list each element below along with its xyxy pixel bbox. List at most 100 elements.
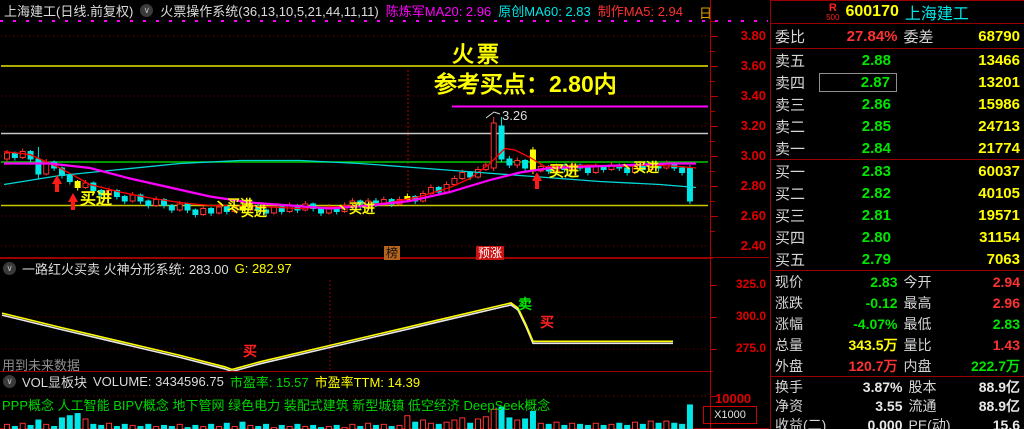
fundamental-divider [771, 376, 1024, 377]
level-price: 2.82 [861, 184, 891, 202]
axis-tick [711, 21, 715, 22]
volume-bars-chart[interactable] [0, 392, 710, 429]
level-volume: 15986 [978, 95, 1020, 113]
vol-label: VOL显板块 [22, 375, 88, 390]
r500-icon: R 500 [826, 1, 840, 22]
stat-row: 涨幅 -4.07% 最低 2.83 [775, 315, 1020, 332]
svg-text:买: 买 [540, 314, 554, 330]
axis-tick [711, 201, 715, 202]
period-button[interactable]: 日 [699, 6, 713, 21]
level-volume: 24713 [978, 117, 1020, 135]
chevron-circle-icon[interactable]: ∨ [3, 375, 16, 388]
quote-stats: 现价 2.83 今开 2.94 涨跌 -0.12 最高 2.96 涨幅 -4.07% 最低 2.83 总… [771, 271, 1024, 376]
bid-row[interactable]: 买一 2.83 60037 [771, 160, 1024, 182]
svg-text:买: 买 [243, 343, 257, 359]
level-label: 买一 [775, 163, 806, 181]
axis-tick-label: 3.20 [740, 118, 766, 133]
level-price: 2.87 [819, 72, 897, 92]
level-volume: 19571 [978, 206, 1020, 224]
future-data-note: 用到未来数据 [2, 358, 81, 373]
indicator-title: 一路红火买卖 火神分形系统: 283.00 [22, 262, 229, 277]
pe-value: 市盈率: 15.57 [229, 375, 309, 390]
axis-tick [711, 81, 715, 82]
axis-tick [711, 111, 715, 112]
quote-header[interactable]: R 500 600170 上海建工 [771, 1, 1024, 24]
orderbook-divider [771, 159, 1024, 160]
bid-row[interactable]: 买二 2.82 40105 [771, 182, 1024, 204]
level-label: 卖一 [775, 140, 806, 158]
indicator-panel-header[interactable]: ∨ 一路红火买卖 火神分形系统: 283.00 G: 282.97 [0, 258, 713, 278]
level-price: 2.86 [861, 95, 891, 113]
bid-row[interactable]: 买五 2.79 7063 [771, 248, 1024, 270]
svg-text:3.26: 3.26 [502, 108, 527, 123]
weibi-value: 27.84% [846, 27, 898, 45]
chevron-circle-icon[interactable]: ∨ [3, 262, 16, 275]
level-volume: 60037 [978, 162, 1020, 180]
fractal-indicator-chart[interactable]: 买卖买 [0, 278, 710, 372]
axis-tick [711, 156, 718, 157]
event-marker: 预涨 [476, 246, 505, 260]
axis-tick-label: 3.40 [740, 88, 766, 103]
ma20-value: 陈炼军MA20: 2.96 [385, 3, 492, 19]
ask-row[interactable]: 卖四 2.87 13201 [771, 71, 1024, 93]
chevron-circle-icon[interactable]: ∨ [140, 3, 154, 17]
level-volume: 13201 [978, 73, 1020, 91]
level-label: 卖五 [775, 52, 806, 70]
axis-tick [711, 396, 717, 397]
axis-tick [711, 171, 715, 172]
volume-axis-multiplier: X1000 [703, 406, 757, 424]
price-axis: 10000 X1000 3.80 3.60 3.40 3.20 3.00 2.80 2.60… [703, 0, 770, 429]
bid-row[interactable]: 买三 2.81 19571 [771, 204, 1024, 226]
pe-ttm-value: 市盈率TTM: 14.39 [314, 375, 421, 390]
svg-text:买进: 买进 [80, 190, 112, 208]
svg-text:丶买进: 丶买进 [336, 201, 375, 216]
axis-tick-label: 3.80 [740, 28, 766, 43]
bid-row[interactable]: 买四 2.80 31154 [771, 226, 1024, 248]
level-volume: 31154 [979, 228, 1020, 246]
banner-huopiao: 火票 [452, 42, 503, 67]
fundamental-row: 换手 3.87% 股本 88.9亿 [775, 379, 1020, 395]
ask-row[interactable]: 卖三 2.86 15986 [771, 93, 1024, 115]
level-volume: 21774 [978, 139, 1020, 157]
concept-tags[interactable]: PPP概念 人工智能 BIPV概念 地下管网 绿色电力 装配式建筑 新型城镇 低… [2, 398, 551, 413]
axis-tick [711, 186, 718, 187]
axis-tick-label: 275.0 [735, 341, 766, 355]
axis-tick [711, 317, 717, 318]
stats-divider [771, 270, 1024, 271]
svg-text:丶买进: 丶买进 [214, 197, 253, 212]
level-price: 2.79 [861, 250, 891, 268]
ma60-value: 原创MA60: 2.83 [498, 3, 591, 19]
axis-tick-label: 2.60 [740, 208, 766, 223]
ask-levels: 卖五 2.88 13466 卖四 2.87 13201 卖三 2.86 15986 卖二 2.85 2… [771, 49, 1024, 159]
title-bar: 上海建工(日线.前复权) ∨ 火票操作系统(36,13,10,5,21,44,1… [0, 0, 704, 20]
svg-text:丶买进: 丶买进 [228, 204, 267, 219]
weicha-value: 68790 [978, 27, 1020, 45]
ask-row[interactable]: 卖二 2.85 24713 [771, 115, 1024, 137]
axis-tick [711, 126, 718, 127]
stat-row: 总量 343.5万 量比 1.43 [775, 336, 1020, 353]
axis-tick [711, 141, 715, 142]
level-price: 2.80 [861, 228, 891, 246]
fundamental-row: 收益(二) 0.000 PE(动) 15.6 [775, 417, 1020, 429]
volume-axis-tick: 10000 [715, 391, 752, 406]
ask-row[interactable]: 卖一 2.84 21774 [771, 137, 1024, 159]
axis-tick-label: 2.80 [740, 178, 766, 193]
volume-value: VOLUME: 3434596.75 [93, 374, 224, 389]
axis-tick [711, 285, 717, 286]
level-volume: 40105 [978, 184, 1020, 202]
stock-title: 上海建工(日线.前复权) [4, 3, 134, 19]
level-volume: 13466 [978, 51, 1020, 69]
axis-tick [711, 96, 718, 97]
axis-tick-label: 300.0 [735, 309, 766, 323]
ask-row[interactable]: 卖五 2.88 13466 [771, 49, 1024, 71]
level-label: 卖四 [775, 74, 806, 92]
event-marker: 榜 [384, 246, 401, 260]
level-label: 买四 [775, 229, 806, 247]
level-price: 2.81 [861, 206, 891, 224]
volume-panel-header[interactable]: ∨ VOL显板块 VOLUME: 3434596.75 市盈率: 15.57 市… [0, 371, 713, 391]
system-title: 火票操作系统(36,13,10,5,21,44,11,11) [160, 3, 379, 19]
level-label: 买二 [775, 185, 806, 203]
fundamental-stats: 换手 3.87% 股本 88.9亿 净资 3.55 流通 88.9亿 收益(二) 0.000 PE(… [771, 377, 1024, 429]
